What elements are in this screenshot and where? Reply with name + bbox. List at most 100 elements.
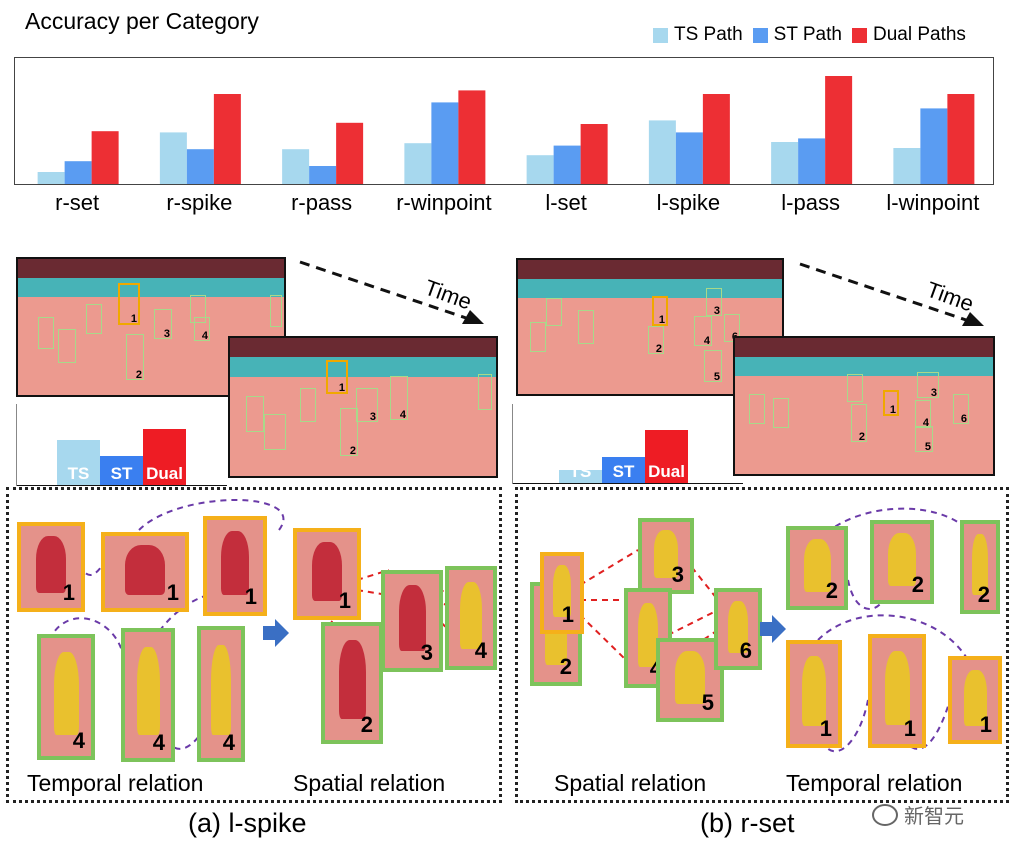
legend-swatch-st (752, 27, 768, 43)
panel-a-crop-s1: 1 (293, 528, 361, 620)
panel-b-mini-axis (513, 483, 743, 484)
category-label-r-set: r-set (55, 190, 100, 215)
category-label-l-spike: l-spike (656, 190, 721, 215)
legend-label-dual: Dual Paths (872, 24, 966, 45)
bar-r-winpoint-st-path (431, 102, 459, 184)
bar-r-spike-ts-path (159, 132, 187, 184)
legend-swatch-ts (653, 27, 668, 43)
legend-item-dual: Dual Paths (851, 24, 966, 46)
bar-r-set-st-path (64, 161, 92, 184)
category-label-l-winpoint: l-winpoint (886, 190, 980, 215)
panel-b-right-arrow (760, 615, 786, 643)
legend-swatch-dual (851, 27, 867, 43)
category-label-r-winpoint: r-winpoint (396, 190, 492, 215)
bar-r-winpoint-dual-paths (458, 90, 486, 184)
panel-b-relation-right: Temporal relation (786, 770, 963, 796)
panel-b-crop-1: 1 (540, 552, 584, 634)
panel-b-crop-3: 3 (638, 518, 694, 594)
bar-l-set-st-path (553, 145, 581, 184)
bar-l-pass-ts-path (771, 142, 799, 184)
bar-r-pass-st-path (309, 166, 337, 184)
panel-b-caption: (b) r-set (700, 808, 795, 838)
bar-l-set-dual-paths (580, 124, 608, 184)
mini-bar-label-ts: TS (569, 462, 592, 481)
panel-a-crop-s4: 4 (445, 566, 497, 670)
category-label-l-set: l-set (545, 190, 587, 215)
bar-chart-svg (37, 76, 975, 184)
chart-title: Accuracy per Category (25, 8, 259, 34)
panel-b-crop-6: 6 (714, 588, 762, 670)
bar-l-spike-dual-paths (702, 94, 730, 184)
panel-a-crop-1c: 1 (203, 516, 267, 616)
bar-r-pass-dual-paths (336, 122, 364, 184)
panel-a-frame-1: 1 2 3 4 (16, 257, 286, 397)
mini-bar-ts: TS (559, 462, 602, 484)
mini-bar-label-st: ST (110, 464, 133, 483)
panel-b-time-arrow (799, 262, 984, 326)
bar-l-pass-st-path (798, 138, 826, 184)
panel-b-crop-2b: 2 (870, 520, 934, 604)
mini-bar-label-st: ST (612, 462, 635, 481)
panel-a-relation-right: Spatial relation (293, 770, 446, 796)
mini-bar-ts: TS (57, 440, 100, 486)
panel-b-relation-box: 2 1 3 4 5 6 2 2 2 1 1 1 Spatial relation… (515, 487, 1009, 803)
bar-l-set-ts-path (526, 155, 554, 184)
bar-r-pass-ts-path (282, 149, 310, 184)
panel-a-frame-2: 1 2 3 4 (228, 336, 498, 478)
legend-item-ts: TS Path (653, 24, 743, 46)
category-label-r-spike: r-spike (166, 190, 233, 215)
bar-l-pass-dual-paths (825, 76, 853, 184)
category-label-l-pass: l-pass (781, 190, 840, 215)
panel-a-right-arrow (263, 619, 289, 647)
bar-r-set-dual-paths (91, 131, 119, 184)
bar-l-spike-st-path (675, 132, 703, 184)
watermark-text: 新智元 (904, 806, 964, 828)
bar-r-spike-st-path (186, 149, 214, 184)
wechat-icon (872, 803, 898, 826)
mini-bar-st: ST (100, 455, 143, 486)
panel-b-crop-2c: 2 (960, 520, 1000, 614)
panel-a-caption: (a) l-spike (188, 808, 307, 838)
panel-a-crop-4a: 4 (37, 634, 95, 760)
panel-a-crop-1b: 1 (101, 532, 189, 612)
panel-a-time-arrow (299, 260, 484, 324)
mini-bar-dual: Dual (143, 428, 186, 486)
bar-l-winpoint-dual-paths (947, 94, 975, 184)
panel-a-crop-1a: 1 (17, 522, 85, 612)
panel-a-mini-bars: TS ST Dual (57, 404, 207, 486)
legend-label-ts: TS Path (674, 24, 743, 45)
mini-bar-label-dual: Dual (146, 464, 183, 483)
bar-l-winpoint-ts-path (893, 148, 921, 184)
legend-item-st: ST Path (752, 24, 842, 46)
category-label-r-pass: r-pass (291, 190, 353, 215)
mini-bar-label-dual: Dual (648, 462, 685, 481)
panel-a-crop-s3: 3 (381, 570, 443, 672)
panel-b-frame-2: 2 1 3 4 5 6 (733, 336, 995, 476)
panel-b-crop-5: 5 (656, 638, 724, 722)
watermark: 新智元 (872, 800, 964, 829)
panel-b-crop-1b: 1 (868, 634, 926, 748)
panel-a-relation-left: Temporal relation (27, 770, 204, 796)
panel-a-crop-s2: 2 (321, 622, 383, 744)
bar-r-set-ts-path (37, 172, 65, 184)
panel-b-mini-bars: TS ST Dual (559, 404, 709, 484)
bar-l-winpoint-st-path (920, 108, 948, 184)
bar-chart-plot-area (14, 57, 994, 185)
panel-b-crop-1a: 1 (786, 640, 842, 748)
panel-b-crop-1c: 1 (948, 656, 1002, 744)
panel-a-relation-box: 1 1 1 4 4 4 1 2 3 4 Temporal relation Sp… (6, 487, 502, 803)
mini-bar-st: ST (602, 456, 645, 484)
panel-a-crop-4c: 4 (197, 626, 245, 762)
bar-r-winpoint-ts-path (404, 143, 432, 184)
panel-a-crop-4b: 4 (121, 628, 175, 762)
legend-label-st: ST Path (773, 24, 842, 45)
panel-b-crop-2a: 2 (786, 526, 848, 610)
mini-bar-dual: Dual (645, 430, 688, 484)
mini-bar-label-ts: TS (67, 464, 90, 483)
chart-legend: TS Path ST Path Dual Paths (653, 24, 966, 46)
bar-r-spike-dual-paths (213, 94, 241, 184)
bar-l-spike-ts-path (648, 120, 676, 184)
panel-a-mini-axis (17, 485, 227, 486)
panel-b-relation-left: Spatial relation (554, 770, 707, 796)
panel-b-mini-chart: TS ST Dual (512, 404, 743, 484)
